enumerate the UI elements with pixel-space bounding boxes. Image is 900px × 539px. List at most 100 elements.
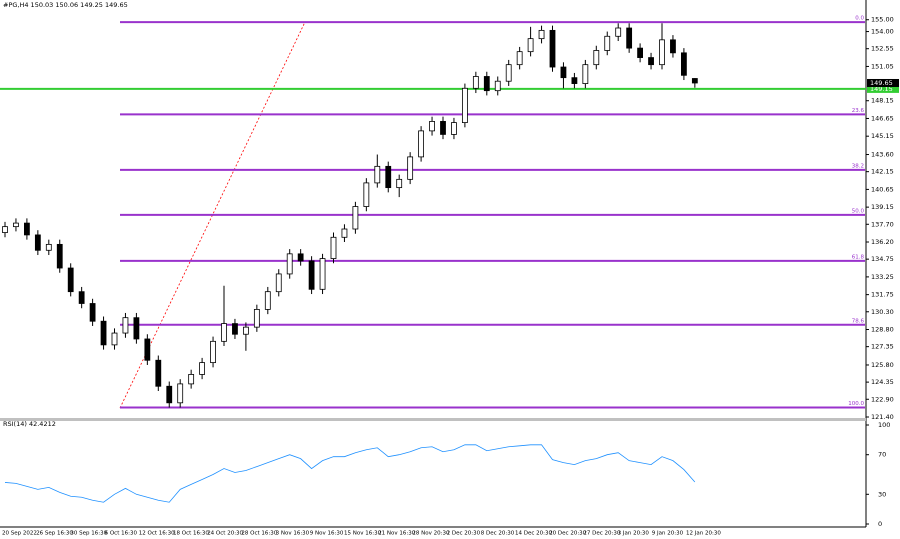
- x-tick-label: 3 Nov 16:30: [276, 531, 310, 537]
- y-tick-label: 148.15: [871, 97, 894, 105]
- candle-body: [67, 267, 74, 293]
- candle-body: [264, 291, 271, 310]
- candle-body: [242, 326, 249, 335]
- y-tick-label: 0: [878, 520, 882, 528]
- candle-body: [637, 47, 643, 58]
- fib-label: 50.0: [852, 208, 865, 214]
- candle-body: [210, 340, 216, 364]
- candle-body: [593, 50, 600, 66]
- candle-body: [659, 39, 665, 66]
- x-tick-label: 27 Dec 20:30: [583, 531, 620, 537]
- x-tick-label: 28 Oct 16:30: [241, 531, 277, 537]
- candle-body: [89, 303, 96, 322]
- panel-separator: [0, 418, 866, 421]
- candle-body: [253, 309, 260, 328]
- candle-body: [429, 121, 435, 132]
- y-tick-label: 136.20: [871, 238, 894, 246]
- candle-body: [527, 38, 534, 53]
- y-tick-label: 142.15: [871, 168, 894, 176]
- candle-body: [374, 165, 381, 184]
- x-tick-label: 24 Oct 20:30: [207, 531, 243, 537]
- rsi-title: RSI(14) 42.4212: [3, 420, 56, 428]
- candle-body: [330, 236, 337, 259]
- x-tick-label: 18 Oct 16:30: [173, 531, 209, 537]
- rsi-line: [4, 444, 696, 503]
- candle-body: [122, 317, 129, 334]
- candle-body: [670, 39, 676, 54]
- candle-body: [461, 87, 468, 123]
- x-tick-label: 20 Dec 20:30: [549, 531, 586, 537]
- support-price-label: 149.15: [870, 85, 893, 93]
- y-tick-label: 122.90: [871, 395, 894, 403]
- y-tick-label: 130.30: [871, 308, 894, 316]
- candle-body: [385, 165, 392, 189]
- candle-body: [418, 130, 425, 158]
- last-price-label: 149.65: [870, 79, 893, 87]
- candle-body: [188, 374, 195, 385]
- x-tick-label: 15 Nov 16:30: [344, 531, 382, 537]
- candle-body: [626, 27, 633, 49]
- candle-body: [308, 260, 315, 290]
- candle-body: [2, 226, 8, 233]
- candle-body: [560, 66, 567, 79]
- y-tick-label: 137.70: [871, 220, 894, 228]
- y-tick-label: 152.55: [871, 45, 894, 53]
- x-tick-label: 30 Sep 16:30: [70, 531, 107, 537]
- x-tick-label: 2 Dec 20:30: [447, 531, 481, 537]
- candle-body: [78, 291, 85, 304]
- trend-line: [119, 21, 306, 409]
- y-tick-label: 143.60: [871, 151, 894, 159]
- candle-body: [516, 51, 523, 66]
- candle-body: [615, 27, 622, 37]
- candle-body: [133, 317, 140, 340]
- x-tick-label: 20 Sep 2022: [2, 531, 37, 537]
- y-tick-label: 125.80: [871, 361, 894, 369]
- x-tick-label: 9 Nov 16:30: [310, 531, 344, 537]
- candle-body: [221, 323, 227, 342]
- y-tick-label: 30: [878, 490, 886, 498]
- x-tick-label: 3 Jan 20:30: [618, 531, 650, 537]
- y-tick-label: 155.00: [871, 16, 894, 24]
- y-tick-label: 131.75: [871, 291, 894, 299]
- candle-body: [34, 234, 41, 251]
- y-tick-label: 133.25: [871, 273, 894, 281]
- candle-body: [297, 253, 304, 262]
- candle-body: [505, 64, 512, 82]
- x-tick-label: 21 Nov 16:30: [378, 531, 416, 537]
- candle-body: [451, 122, 457, 135]
- candle-body: [155, 359, 162, 387]
- last-price-box: [867, 78, 899, 87]
- candle-body: [319, 258, 326, 290]
- y-tick-label: 128.80: [871, 326, 894, 334]
- y-tick-label: 151.05: [871, 62, 894, 70]
- y-tick-label: 139.15: [871, 203, 894, 211]
- candle-body: [604, 35, 611, 51]
- support-price-box: [867, 84, 899, 93]
- candle-body: [648, 57, 654, 66]
- candle-body: [472, 76, 479, 89]
- x-tick-label: 12 Jan 20:30: [686, 531, 721, 537]
- fib-label: 23.6: [852, 108, 865, 114]
- candle-body: [582, 64, 589, 84]
- x-tick-label: 8 Dec 20:30: [481, 531, 515, 537]
- candle-body: [100, 320, 107, 346]
- candle-body: [56, 243, 63, 269]
- y-tick-label: 70: [878, 451, 886, 459]
- fib-label: 38.2: [852, 163, 864, 169]
- candle-body: [440, 121, 446, 135]
- fib-label: 100.0: [848, 401, 864, 407]
- candle-body: [363, 182, 370, 207]
- candle-body: [166, 385, 173, 404]
- candle-body: [275, 273, 282, 293]
- candle-body: [483, 76, 490, 92]
- chart-title: #PG,H4 150.03 150.06 149.25 149.65: [3, 1, 128, 9]
- candle-body: [681, 52, 687, 76]
- candle-body: [396, 178, 403, 189]
- candle-body: [13, 222, 19, 228]
- candle-body: [494, 80, 501, 92]
- candle-body: [144, 338, 151, 361]
- x-tick-label: 26 Sep 16:30: [36, 531, 73, 537]
- candle-body: [549, 29, 556, 68]
